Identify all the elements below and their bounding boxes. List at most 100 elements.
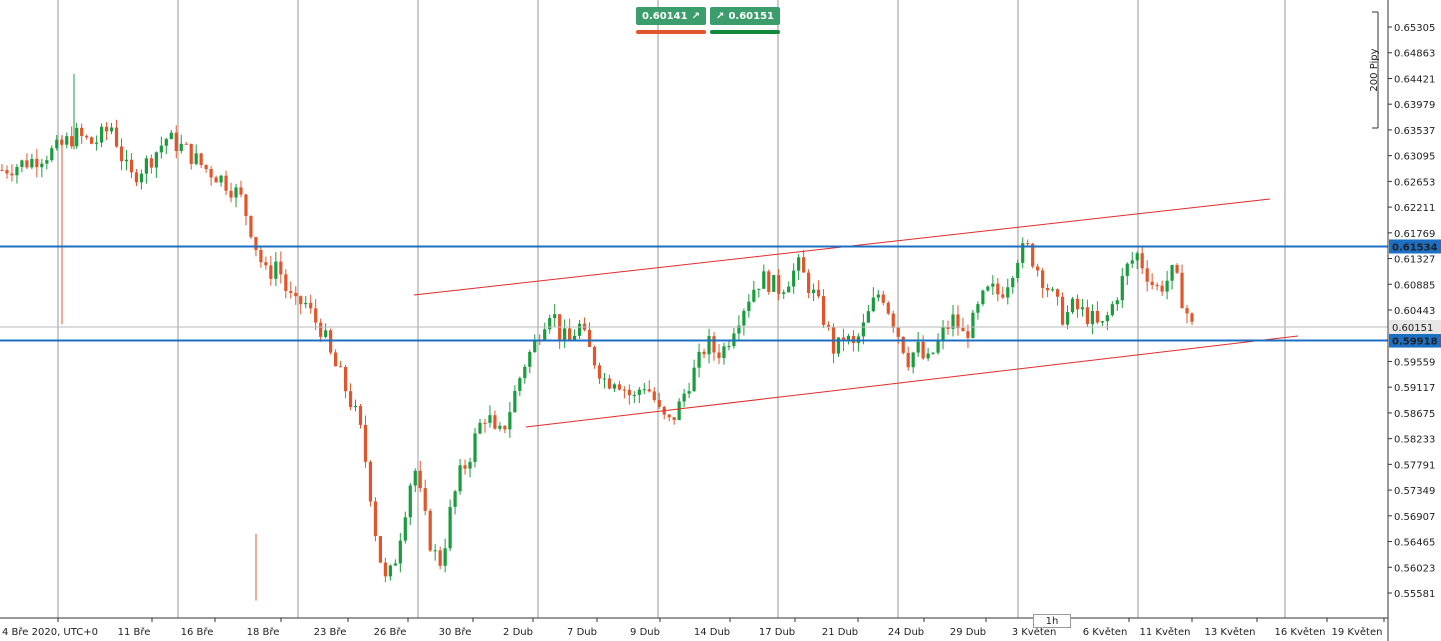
price-tick-label: 0.65305 xyxy=(1394,23,1435,34)
candle-body xyxy=(85,135,89,138)
time-tick-label: 13 Květen xyxy=(1205,626,1256,638)
price-axis[interactable]: 0.65305 0.64863 0.64421 0.63979 0.63537 0.630… xyxy=(1387,0,1435,641)
candle-body xyxy=(1190,313,1194,322)
candle-body xyxy=(1021,243,1025,263)
timeframe-selector[interactable]: 1h xyxy=(1033,614,1071,628)
time-tick-label: 16 Bře xyxy=(181,626,214,638)
candle-body xyxy=(378,536,383,563)
candle-body xyxy=(199,153,203,165)
candle-body xyxy=(338,366,343,368)
candle-body xyxy=(453,491,457,507)
candle-body xyxy=(777,275,781,294)
candle-body xyxy=(428,510,432,551)
candle-body xyxy=(513,390,517,413)
candle-body xyxy=(1060,296,1065,325)
candle-body xyxy=(15,166,19,176)
candle-body xyxy=(846,335,851,341)
candle-body xyxy=(179,143,183,151)
candle-body xyxy=(702,351,706,355)
candle-body xyxy=(343,366,348,392)
candle-body xyxy=(712,336,716,353)
candle-body xyxy=(597,365,602,379)
arrow-up-right-icon: ↗ xyxy=(691,10,700,22)
candle-body xyxy=(632,394,636,396)
candle-body xyxy=(65,136,69,145)
candle-body xyxy=(816,289,821,297)
candle-body xyxy=(841,337,846,341)
time-tick-label: 17 Dub xyxy=(759,627,795,638)
range-ruler: 200 Pipy xyxy=(1369,11,1380,129)
candle-body xyxy=(1016,262,1020,278)
candle-body xyxy=(772,275,776,292)
candle-body xyxy=(254,237,258,250)
candle-body xyxy=(473,433,477,462)
candle-body xyxy=(498,425,502,429)
candle-body xyxy=(304,302,308,305)
candle-body xyxy=(314,308,318,323)
time-axis[interactable]: 4 Bře 2020, UTC+0 11 Bře 16 Bře 18 Bře 23 Bř… xyxy=(0,617,1388,638)
candle-body xyxy=(1031,243,1035,267)
candle-body xyxy=(35,158,39,168)
candle-body xyxy=(1170,265,1174,281)
candle-body xyxy=(1150,281,1154,286)
candle-body xyxy=(1100,321,1104,323)
candle-body xyxy=(936,340,940,353)
sell-price-button[interactable]: 0.60141 ↗ xyxy=(636,7,706,25)
candle-body xyxy=(572,335,577,341)
candle-body xyxy=(358,405,363,425)
candle-body xyxy=(443,548,447,566)
candle-body xyxy=(403,517,407,541)
candle-body xyxy=(533,339,537,353)
candle-body xyxy=(319,322,323,337)
candle-body xyxy=(408,485,412,518)
candle-body xyxy=(383,562,387,577)
candle-body xyxy=(194,153,198,164)
candle-body xyxy=(1085,307,1090,325)
candle-body xyxy=(40,163,44,168)
candle-body xyxy=(418,470,422,489)
candle-body xyxy=(727,346,731,348)
candle-body xyxy=(1115,300,1119,305)
candle-body xyxy=(10,173,14,176)
candle-body xyxy=(592,346,597,366)
candle-body xyxy=(309,302,313,309)
candle-body xyxy=(214,177,218,183)
candle-body xyxy=(767,271,771,292)
trend-channel[interactable] xyxy=(413,198,1299,428)
buy-price-value: 0.60151 xyxy=(728,10,774,22)
candle-body xyxy=(807,272,811,293)
candle-body xyxy=(543,329,547,341)
level-price-label: 0.59918 xyxy=(1392,337,1438,348)
candle-body xyxy=(149,158,153,168)
candle-body xyxy=(164,139,168,146)
price-tick-label: 0.56465 xyxy=(1394,538,1435,549)
candle-body xyxy=(926,353,930,359)
price-tick-label: 0.59559 xyxy=(1394,357,1435,368)
horizontal-levels[interactable]: 0.61534 0.59918 0.60151 xyxy=(0,239,1441,348)
time-tick-label: 3 Květen xyxy=(1012,626,1057,638)
candle-body xyxy=(991,283,995,287)
candlestick-series xyxy=(0,73,1194,601)
current-price-label-bg xyxy=(1389,319,1441,334)
candle-body xyxy=(1110,304,1114,316)
price-tick-label: 0.64421 xyxy=(1394,74,1435,85)
time-tick-label: 30 Bře xyxy=(439,626,472,638)
candle-body xyxy=(951,314,955,329)
candle-body xyxy=(1165,280,1169,292)
time-tick-label: 26 Bře xyxy=(374,626,407,638)
candle-body xyxy=(612,384,617,389)
candle-body xyxy=(229,190,233,198)
candle-body xyxy=(642,389,646,391)
candle-body xyxy=(946,327,950,329)
time-tick-label: 9 Dub xyxy=(630,627,660,638)
price-tick-label: 0.56907 xyxy=(1394,512,1435,523)
buy-price-button[interactable]: ↗ 0.60151 xyxy=(710,7,780,25)
candle-body xyxy=(144,158,148,174)
candle-body xyxy=(617,384,622,390)
time-tick-label: 7 Dub xyxy=(567,627,597,638)
candle-body xyxy=(1155,285,1159,287)
candle-body xyxy=(647,389,651,392)
candle-body xyxy=(114,127,119,147)
candle-body xyxy=(109,127,114,132)
